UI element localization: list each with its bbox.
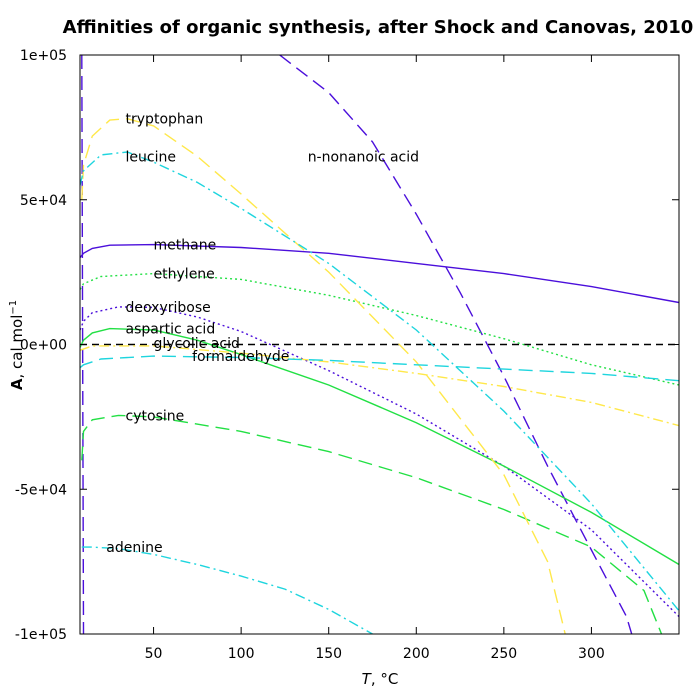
series-line-adenine (81, 546, 373, 634)
series-line-ethylene (80, 272, 679, 386)
x-tick-label: 300 (578, 646, 605, 662)
series-label-n-nonanoic-acid: n-nonanoic acid (308, 149, 419, 165)
series-line-tryptophan (81, 117, 566, 634)
series-line-leucine (80, 151, 679, 612)
x-axis-label: T, °C (362, 670, 399, 688)
series-line-n-nonanoic-acid (81, 55, 85, 634)
y-tick-label: 0e+00 (20, 338, 67, 354)
series-label-tryptophan: tryptophan (126, 112, 204, 128)
x-tick-label: 50 (145, 646, 163, 662)
y-tick-label: -5e+04 (15, 482, 67, 498)
y-tick-label: 5e+04 (20, 193, 67, 209)
chart-title: Affinities of organic synthesis, after S… (63, 17, 694, 38)
series-line-deoxyribose (80, 306, 679, 618)
x-tick-label: 100 (228, 646, 255, 662)
series-line-glycolic-acid (80, 345, 679, 427)
y-tick-label: 1e+05 (20, 48, 67, 64)
series-label-ethylene: ethylene (154, 267, 215, 283)
series-line-cytosine (81, 414, 663, 634)
series-line-n-nonanoic-acid-2 (279, 55, 633, 634)
series-label-methane: methane (154, 238, 217, 254)
series-label-adenine: adenine (106, 540, 162, 556)
series-line-formaldehyde (80, 355, 679, 382)
x-tick-label: 250 (490, 646, 517, 662)
series-label-aspartic-acid: aspartic acid (126, 322, 216, 338)
x-tick-label: 200 (403, 646, 430, 662)
series-line-aspartic-acid (80, 327, 679, 566)
y-axis-label: A, cal mol−1 (8, 300, 26, 390)
x-tick-label: 150 (315, 646, 342, 662)
series-line-methane (80, 243, 679, 304)
series-label-leucine: leucine (126, 149, 176, 165)
series-label-glycolic-acid: glycolic acid (154, 336, 240, 352)
series-label-cytosine: cytosine (126, 408, 185, 424)
series-label-deoxyribose: deoxyribose (126, 300, 211, 316)
y-tick-label: -1e+05 (15, 627, 67, 643)
series-label-formaldehyde: formaldehyde (192, 349, 289, 365)
